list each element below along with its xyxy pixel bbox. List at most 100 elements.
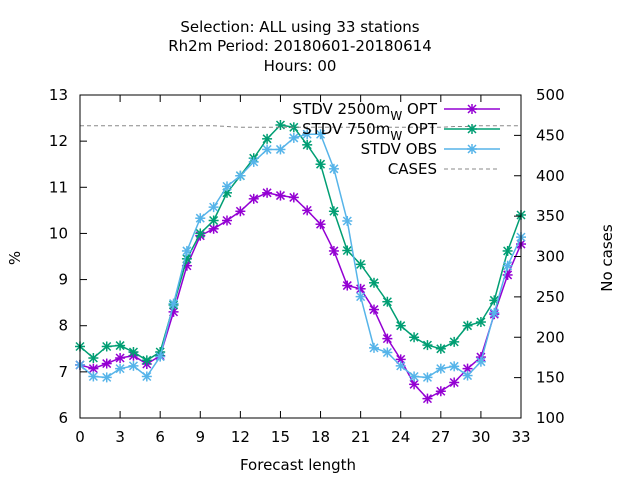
plot-lines bbox=[75, 119, 526, 404]
data-point bbox=[141, 355, 152, 366]
data-point bbox=[155, 351, 166, 362]
series-line-3 bbox=[80, 125, 521, 128]
x-axis-label: Forecast length bbox=[240, 456, 356, 474]
y-ticks: 6 7 8 9 10 11 12 13 bbox=[49, 86, 87, 427]
legend-marker bbox=[467, 124, 477, 134]
data-point bbox=[435, 386, 446, 397]
legend-item-0: STDV 2500mW OPT bbox=[293, 100, 500, 123]
data-point bbox=[462, 320, 473, 331]
data-point bbox=[422, 340, 433, 351]
series-0 bbox=[75, 187, 526, 404]
data-point bbox=[248, 193, 259, 204]
y2-tick-label: 400 bbox=[536, 167, 565, 185]
data-point bbox=[462, 370, 473, 381]
data-point bbox=[422, 393, 433, 404]
data-point bbox=[502, 260, 513, 271]
y-tick-label: 13 bbox=[49, 86, 68, 104]
data-point bbox=[195, 213, 206, 224]
x-tick-label: 30 bbox=[471, 428, 490, 446]
data-point bbox=[262, 133, 273, 144]
data-point bbox=[302, 139, 313, 150]
legend-item-1: STDV 750mW OPT bbox=[302, 120, 500, 143]
data-point bbox=[315, 129, 326, 140]
legend-label: STDV OBS bbox=[361, 140, 437, 158]
legend-marker bbox=[467, 144, 477, 154]
series-line-0 bbox=[79, 192, 522, 400]
data-point bbox=[502, 269, 513, 280]
y2-ticks: 100 150 200 250 300 350 400 450 500 bbox=[514, 86, 565, 427]
data-point bbox=[462, 363, 473, 374]
data-point bbox=[208, 223, 219, 234]
data-point bbox=[195, 228, 206, 239]
data-point bbox=[502, 245, 513, 256]
data-point bbox=[342, 245, 353, 256]
data-point bbox=[395, 320, 406, 331]
data-point bbox=[422, 372, 433, 383]
data-point bbox=[489, 307, 500, 318]
series-line-1 bbox=[79, 124, 522, 362]
legend-label: CASES bbox=[388, 160, 437, 178]
data-point bbox=[208, 215, 219, 226]
data-point bbox=[409, 332, 420, 343]
data-point bbox=[262, 187, 273, 198]
data-point bbox=[369, 342, 379, 353]
y-tick-label: 10 bbox=[49, 224, 68, 242]
data-point bbox=[369, 277, 379, 288]
chart-title-line-1: Selection: ALL using 33 stations bbox=[180, 18, 419, 36]
data-point bbox=[128, 347, 139, 358]
y-tick-label: 11 bbox=[49, 178, 68, 196]
x-tick-label: 6 bbox=[155, 428, 165, 446]
y2-tick-label: 100 bbox=[536, 409, 565, 427]
data-point bbox=[369, 304, 379, 315]
data-point bbox=[355, 259, 366, 270]
data-point bbox=[222, 215, 232, 226]
legend-label: STDV 2500mW OPT bbox=[293, 100, 438, 123]
series-line-2 bbox=[79, 133, 522, 379]
data-point bbox=[275, 144, 286, 155]
data-point bbox=[382, 296, 393, 307]
data-point bbox=[88, 371, 99, 382]
data-point bbox=[449, 377, 460, 388]
y-axis-label: % bbox=[6, 251, 24, 265]
data-point bbox=[355, 291, 366, 302]
data-point bbox=[475, 317, 486, 328]
data-point bbox=[382, 333, 393, 344]
x-tick-label: 12 bbox=[231, 428, 250, 446]
data-point bbox=[328, 245, 339, 256]
y-tick-label: 7 bbox=[58, 363, 68, 381]
data-point bbox=[101, 372, 112, 383]
series-3 bbox=[80, 125, 521, 128]
x-tick-label: 0 bbox=[75, 428, 85, 446]
data-point bbox=[88, 353, 99, 364]
data-point bbox=[115, 353, 126, 364]
x-tick-label: 21 bbox=[351, 428, 370, 446]
x-tick-label: 18 bbox=[311, 428, 330, 446]
y-tick-label: 12 bbox=[49, 132, 68, 150]
y2-tick-label: 500 bbox=[536, 86, 565, 104]
data-point bbox=[262, 144, 273, 155]
data-point bbox=[382, 347, 393, 358]
data-point bbox=[208, 202, 219, 213]
x-tick-label: 24 bbox=[391, 428, 410, 446]
data-point bbox=[315, 219, 326, 230]
legend-item-2: STDV OBS bbox=[361, 140, 500, 158]
data-point bbox=[288, 192, 299, 203]
data-point bbox=[328, 163, 339, 174]
data-point bbox=[435, 363, 446, 374]
x-tick-label: 33 bbox=[511, 428, 530, 446]
data-point bbox=[235, 170, 246, 181]
data-point bbox=[101, 341, 112, 352]
y2-axis-label: No cases bbox=[598, 224, 616, 292]
series-1 bbox=[75, 119, 526, 366]
x-ticks: 0 3 6 9 12 15 18 21 24 27 30 33 bbox=[75, 95, 531, 446]
y2-tick-label: 300 bbox=[536, 248, 565, 266]
data-point bbox=[435, 343, 446, 354]
data-point bbox=[168, 298, 179, 309]
data-point bbox=[288, 132, 299, 143]
data-point bbox=[101, 358, 112, 369]
x-tick-label: 15 bbox=[271, 428, 290, 446]
data-point bbox=[275, 190, 286, 201]
y-tick-label: 8 bbox=[58, 317, 68, 335]
